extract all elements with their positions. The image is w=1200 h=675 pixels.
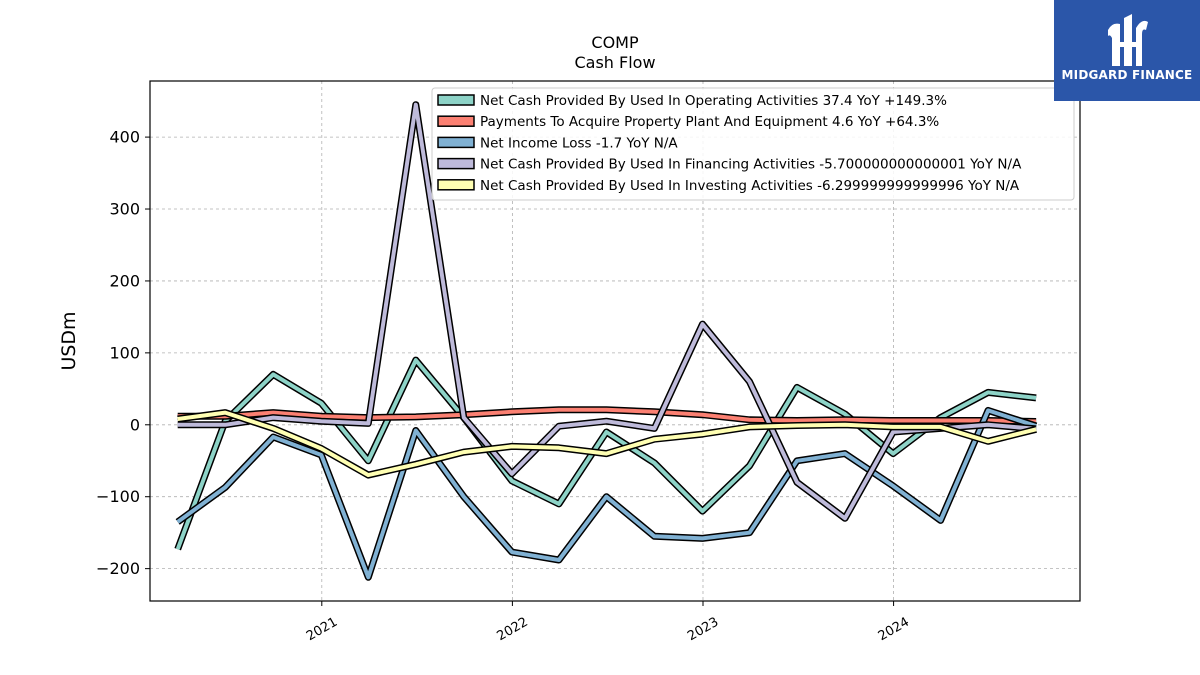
logo-mark-icon bbox=[1108, 14, 1148, 67]
series-line-0 bbox=[175, 358, 1037, 550]
chart-title: COMP bbox=[591, 33, 639, 52]
legend-box bbox=[431, 87, 1075, 201]
series-lines bbox=[174, 101, 1038, 581]
y-tick-label: −200 bbox=[96, 559, 140, 578]
chart-subtitle: Cash Flow bbox=[574, 53, 655, 72]
y-axis: −200 −100 0 100 200 300 400 bbox=[96, 128, 150, 578]
legend-entry-2: Net Income Loss -1.7 YoY N/A bbox=[480, 135, 678, 151]
logo-text: MIDGARD FINANCE bbox=[1061, 68, 1193, 82]
plot-frame bbox=[149, 80, 1081, 602]
series-line-2 bbox=[176, 408, 1037, 580]
y-axis-label: USDm bbox=[58, 311, 80, 370]
x-tick-label: 2022 bbox=[495, 615, 531, 645]
legend-entry-3: Net Cash Provided By Used In Financing A… bbox=[480, 157, 1022, 173]
legend-swatch-0 bbox=[437, 94, 475, 106]
legend-swatch-1 bbox=[437, 115, 475, 127]
y-tick-label: 100 bbox=[109, 343, 140, 362]
y-tick-label: 0 bbox=[130, 415, 140, 434]
logo: MIDGARD FINANCE bbox=[1054, 0, 1200, 101]
x-tick-label: 2023 bbox=[685, 615, 721, 645]
legend-swatch-4 bbox=[437, 179, 475, 191]
legend-swatch-2 bbox=[437, 136, 475, 149]
y-tick-label: 200 bbox=[109, 271, 140, 290]
x-tick-label: 2021 bbox=[304, 615, 340, 645]
series-line-3 bbox=[177, 102, 1037, 521]
y-tick-label: 400 bbox=[109, 128, 140, 147]
legend-entry-4: Net Cash Provided By Used In Investing A… bbox=[480, 178, 1020, 194]
legend-swatch-3 bbox=[437, 157, 475, 170]
series-line-1 bbox=[177, 407, 1037, 424]
legend-entry-0: Net Cash Provided By Used In Operating A… bbox=[480, 93, 947, 109]
legend-entry-1: Payments To Acquire Property Plant And E… bbox=[480, 114, 939, 130]
y-tick-label: −100 bbox=[96, 487, 140, 506]
x-axis: 2021 2022 2023 2024 bbox=[304, 601, 912, 644]
y-tick-label: 300 bbox=[109, 200, 140, 219]
series-line-4 bbox=[177, 410, 1037, 478]
x-tick-label: 2024 bbox=[876, 615, 912, 645]
legend: Net Cash Provided By Used In Operating A… bbox=[431, 87, 1075, 201]
